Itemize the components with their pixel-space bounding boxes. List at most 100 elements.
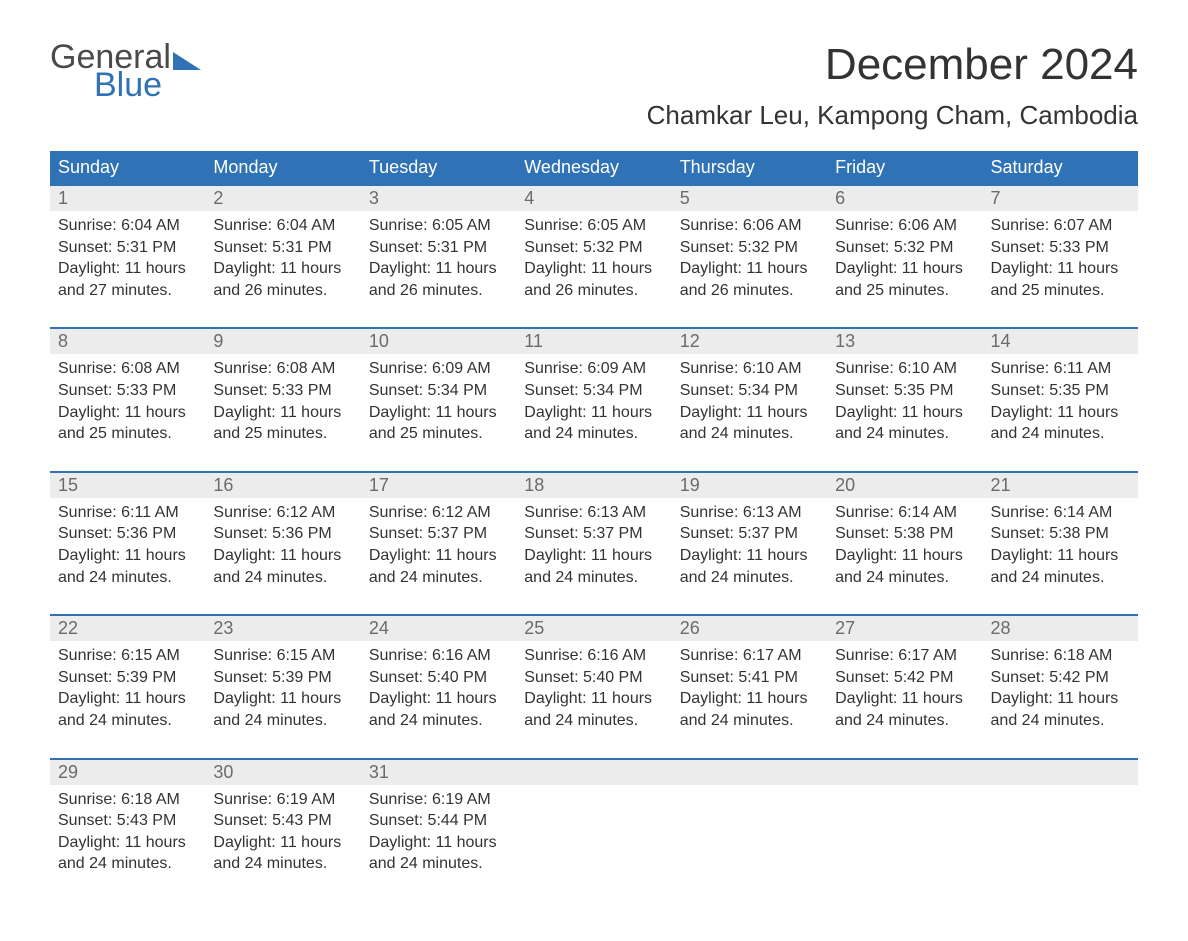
week-2-content-row: Sunrise: 6:08 AMSunset: 5:33 PMDaylight:… xyxy=(50,354,1138,471)
day-cell: Sunrise: 6:14 AMSunset: 5:38 PMDaylight:… xyxy=(983,498,1138,615)
day-content: Sunrise: 6:13 AMSunset: 5:37 PMDaylight:… xyxy=(672,498,827,588)
day-number-cell: 11 xyxy=(516,328,671,354)
day-content: Sunrise: 6:19 AMSunset: 5:43 PMDaylight:… xyxy=(205,785,360,875)
day-cell: Sunrise: 6:12 AMSunset: 5:37 PMDaylight:… xyxy=(361,498,516,615)
day-content: Sunrise: 6:17 AMSunset: 5:41 PMDaylight:… xyxy=(672,641,827,731)
daylight-line1: Daylight: 11 hours xyxy=(680,545,819,567)
day-cell: Sunrise: 6:19 AMSunset: 5:43 PMDaylight:… xyxy=(205,785,360,901)
sunrise-text: Sunrise: 6:06 AM xyxy=(835,215,974,237)
sunrise-text: Sunrise: 6:14 AM xyxy=(835,502,974,524)
daylight-line1: Daylight: 11 hours xyxy=(835,688,974,710)
sunset-text: Sunset: 5:43 PM xyxy=(58,810,197,832)
day-number-cell: 7 xyxy=(983,185,1138,211)
day-number-cell: 10 xyxy=(361,328,516,354)
sunrise-text: Sunrise: 6:12 AM xyxy=(369,502,508,524)
day-number-cell: 4 xyxy=(516,185,671,211)
day-content: Sunrise: 6:14 AMSunset: 5:38 PMDaylight:… xyxy=(827,498,982,588)
sunrise-text: Sunrise: 6:06 AM xyxy=(680,215,819,237)
day-cell: Sunrise: 6:04 AMSunset: 5:31 PMDaylight:… xyxy=(50,211,205,328)
day-content: Sunrise: 6:06 AMSunset: 5:32 PMDaylight:… xyxy=(672,211,827,301)
daylight-line2: and 24 minutes. xyxy=(680,423,819,445)
day-content: Sunrise: 6:15 AMSunset: 5:39 PMDaylight:… xyxy=(205,641,360,731)
daylight-line2: and 24 minutes. xyxy=(213,853,352,875)
daylight-line1: Daylight: 11 hours xyxy=(213,258,352,280)
daylight-line1: Daylight: 11 hours xyxy=(58,402,197,424)
day-content: Sunrise: 6:19 AMSunset: 5:44 PMDaylight:… xyxy=(361,785,516,875)
daylight-line1: Daylight: 11 hours xyxy=(991,545,1130,567)
day-number-cell: 30 xyxy=(205,759,360,785)
sunset-text: Sunset: 5:34 PM xyxy=(680,380,819,402)
sunrise-text: Sunrise: 6:04 AM xyxy=(58,215,197,237)
day-cell: Sunrise: 6:07 AMSunset: 5:33 PMDaylight:… xyxy=(983,211,1138,328)
day-content: Sunrise: 6:06 AMSunset: 5:32 PMDaylight:… xyxy=(827,211,982,301)
day-number-cell: 27 xyxy=(827,615,982,641)
page: General Blue December 2024 Chamkar Leu, … xyxy=(0,0,1188,941)
day-cell: Sunrise: 6:19 AMSunset: 5:44 PMDaylight:… xyxy=(361,785,516,901)
day-number-cell: 23 xyxy=(205,615,360,641)
week-3-daynum-row: 15161718192021 xyxy=(50,472,1138,498)
daylight-line1: Daylight: 11 hours xyxy=(213,688,352,710)
daylight-line2: and 24 minutes. xyxy=(58,853,197,875)
day-content: Sunrise: 6:14 AMSunset: 5:38 PMDaylight:… xyxy=(983,498,1138,588)
day-content: Sunrise: 6:16 AMSunset: 5:40 PMDaylight:… xyxy=(361,641,516,731)
sunrise-text: Sunrise: 6:13 AM xyxy=(680,502,819,524)
header: General Blue December 2024 Chamkar Leu, … xyxy=(50,40,1138,143)
daylight-line1: Daylight: 11 hours xyxy=(369,688,508,710)
daylight-line2: and 24 minutes. xyxy=(58,567,197,589)
day-number-cell: 3 xyxy=(361,185,516,211)
day-number-cell: 22 xyxy=(50,615,205,641)
day-cell: Sunrise: 6:10 AMSunset: 5:35 PMDaylight:… xyxy=(827,354,982,471)
sunrise-text: Sunrise: 6:12 AM xyxy=(213,502,352,524)
week-4-content-row: Sunrise: 6:15 AMSunset: 5:39 PMDaylight:… xyxy=(50,641,1138,758)
daylight-line1: Daylight: 11 hours xyxy=(991,258,1130,280)
weekday-monday: Monday xyxy=(205,151,360,185)
day-content: Sunrise: 6:11 AMSunset: 5:36 PMDaylight:… xyxy=(50,498,205,588)
sunset-text: Sunset: 5:38 PM xyxy=(991,523,1130,545)
logo: General Blue xyxy=(50,40,201,102)
sunset-text: Sunset: 5:32 PM xyxy=(524,237,663,259)
week-5-content-row: Sunrise: 6:18 AMSunset: 5:43 PMDaylight:… xyxy=(50,785,1138,901)
week-4-daynum-row: 22232425262728 xyxy=(50,615,1138,641)
sunset-text: Sunset: 5:39 PM xyxy=(213,667,352,689)
daylight-line2: and 24 minutes. xyxy=(213,567,352,589)
day-number-cell: 17 xyxy=(361,472,516,498)
day-content: Sunrise: 6:12 AMSunset: 5:37 PMDaylight:… xyxy=(361,498,516,588)
daylight-line2: and 24 minutes. xyxy=(680,710,819,732)
sunrise-text: Sunrise: 6:14 AM xyxy=(991,502,1130,524)
day-number-cell: 25 xyxy=(516,615,671,641)
day-cell: Sunrise: 6:15 AMSunset: 5:39 PMDaylight:… xyxy=(50,641,205,758)
day-number-cell xyxy=(516,759,671,785)
month-title: December 2024 xyxy=(647,40,1138,90)
day-number-cell: 13 xyxy=(827,328,982,354)
daylight-line2: and 24 minutes. xyxy=(991,567,1130,589)
day-content: Sunrise: 6:04 AMSunset: 5:31 PMDaylight:… xyxy=(205,211,360,301)
day-content: Sunrise: 6:09 AMSunset: 5:34 PMDaylight:… xyxy=(516,354,671,444)
sunset-text: Sunset: 5:38 PM xyxy=(835,523,974,545)
sunset-text: Sunset: 5:40 PM xyxy=(524,667,663,689)
day-number-cell: 26 xyxy=(672,615,827,641)
daylight-line1: Daylight: 11 hours xyxy=(680,258,819,280)
sunrise-text: Sunrise: 6:16 AM xyxy=(524,645,663,667)
daylight-line2: and 24 minutes. xyxy=(369,710,508,732)
daylight-line1: Daylight: 11 hours xyxy=(58,545,197,567)
daylight-line1: Daylight: 11 hours xyxy=(213,832,352,854)
day-cell: Sunrise: 6:16 AMSunset: 5:40 PMDaylight:… xyxy=(516,641,671,758)
sunrise-text: Sunrise: 6:18 AM xyxy=(991,645,1130,667)
day-cell: Sunrise: 6:13 AMSunset: 5:37 PMDaylight:… xyxy=(516,498,671,615)
day-cell: Sunrise: 6:11 AMSunset: 5:35 PMDaylight:… xyxy=(983,354,1138,471)
daylight-line2: and 25 minutes. xyxy=(369,423,508,445)
calendar-body: 1234567Sunrise: 6:04 AMSunset: 5:31 PMDa… xyxy=(50,185,1138,901)
sunrise-text: Sunrise: 6:05 AM xyxy=(369,215,508,237)
daylight-line2: and 24 minutes. xyxy=(369,853,508,875)
daylight-line2: and 24 minutes. xyxy=(213,710,352,732)
day-cell: Sunrise: 6:09 AMSunset: 5:34 PMDaylight:… xyxy=(516,354,671,471)
day-cell: Sunrise: 6:09 AMSunset: 5:34 PMDaylight:… xyxy=(361,354,516,471)
daylight-line2: and 24 minutes. xyxy=(835,423,974,445)
day-content: Sunrise: 6:07 AMSunset: 5:33 PMDaylight:… xyxy=(983,211,1138,301)
daylight-line1: Daylight: 11 hours xyxy=(58,258,197,280)
sunset-text: Sunset: 5:31 PM xyxy=(369,237,508,259)
day-number-cell: 9 xyxy=(205,328,360,354)
day-cell xyxy=(672,785,827,901)
day-cell: Sunrise: 6:05 AMSunset: 5:31 PMDaylight:… xyxy=(361,211,516,328)
daylight-line2: and 24 minutes. xyxy=(524,567,663,589)
